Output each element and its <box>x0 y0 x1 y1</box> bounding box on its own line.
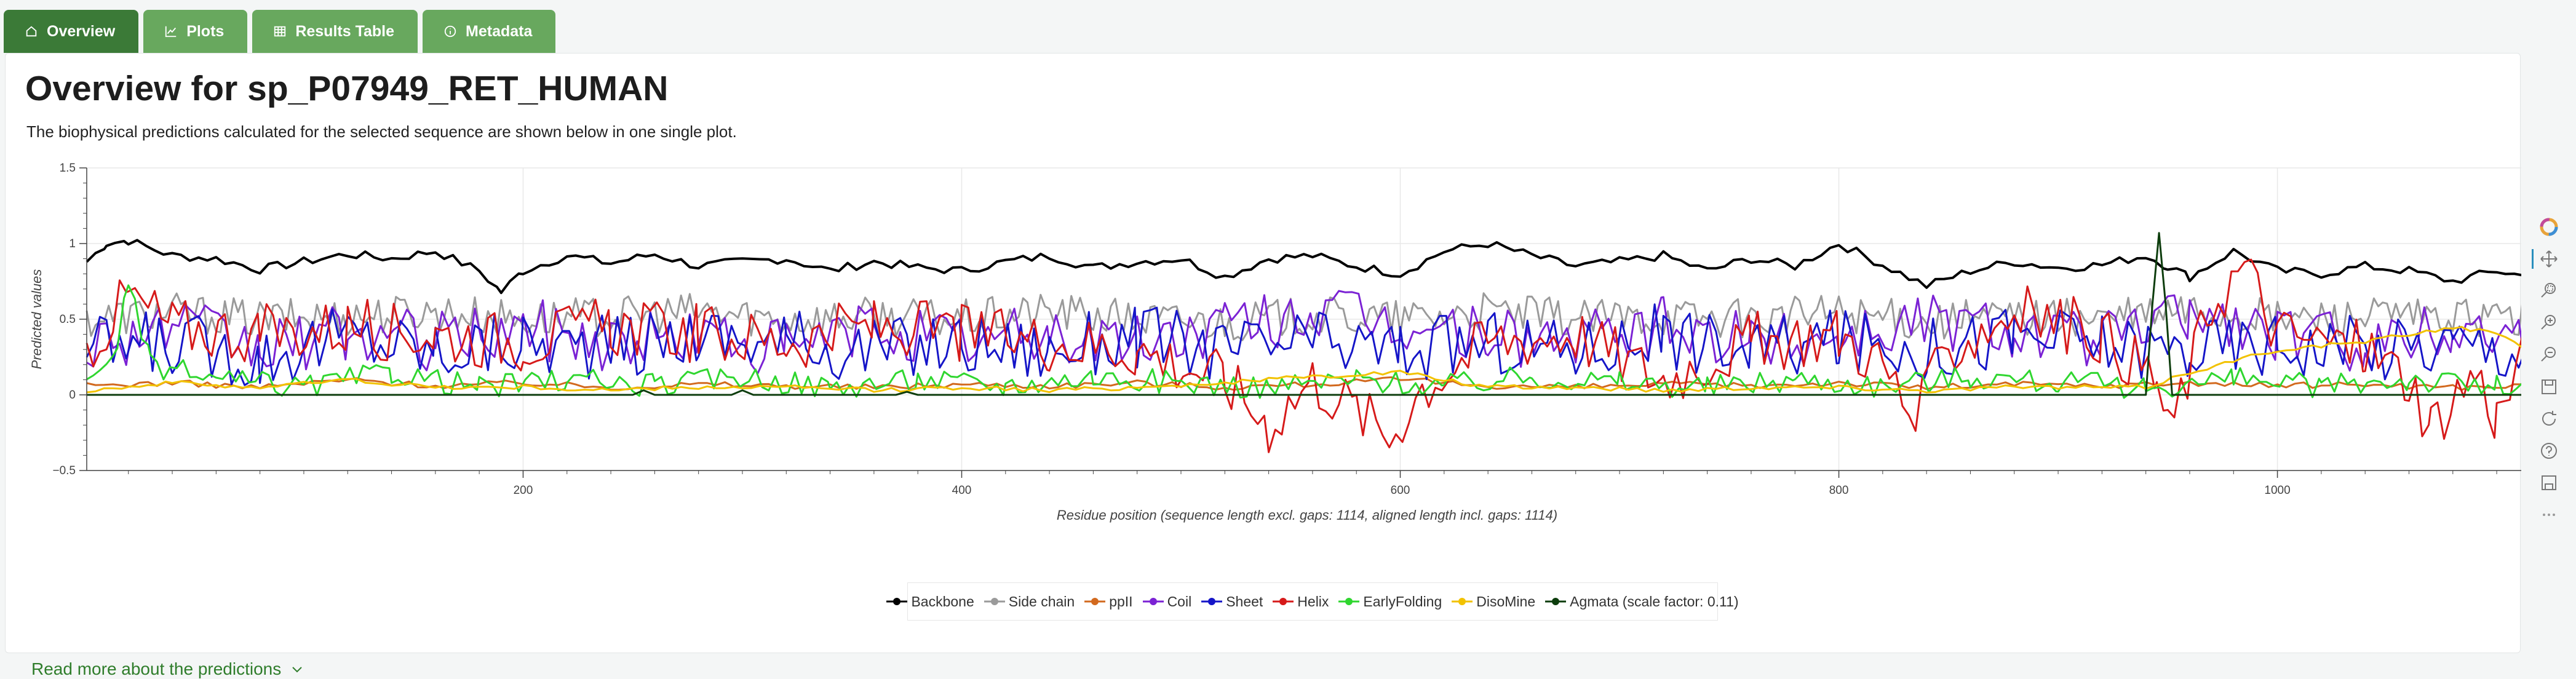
legend-item[interactable]: Sheet <box>1201 594 1263 610</box>
legend-item[interactable]: Helix <box>1273 594 1329 610</box>
legend-line-marker-icon <box>1273 598 1294 605</box>
y-tick-label: 0.5 <box>60 313 76 326</box>
x-tick-label: 800 <box>1829 484 1849 497</box>
legend-item[interactable]: Coil <box>1142 593 1192 610</box>
overview-card: Overview for sp_P07949_RET_HUMAN The bio… <box>5 53 2558 678</box>
legend-line-marker-icon <box>1338 598 1360 605</box>
more-icon[interactable] <box>2537 502 2561 527</box>
legend-label: EarlyFolding <box>1363 593 1442 610</box>
plot-axes: 200 400 600 800 1000 −0.5 0 0.5 1 1.5 Residue posi… <box>29 162 2521 523</box>
legend-label: Agmata (scale factor: 0.11) <box>1570 593 1739 610</box>
legend-item[interactable]: DisoMine <box>1452 594 1535 610</box>
x-axis-label: Residue position (sequence length excl. … <box>1057 507 1557 523</box>
tab-overview-label: Overview <box>47 22 116 40</box>
read-more-link[interactable]: Read more about the predictions <box>31 659 304 679</box>
legend-label: Coil <box>1167 593 1192 610</box>
legend-line-marker-icon <box>1545 598 1567 605</box>
legend-line-marker-icon <box>1142 598 1164 605</box>
pan-icon[interactable] <box>2532 247 2561 271</box>
help-icon[interactable] <box>2537 439 2561 463</box>
wheel-zoom-icon[interactable] <box>2537 311 2561 335</box>
legend-label: ppII <box>1109 593 1133 610</box>
y-axis-label: Predicted values <box>29 269 44 370</box>
home-icon <box>26 26 37 37</box>
series-disomine <box>86 326 2521 394</box>
read-more-label: Read more about the predictions <box>31 659 282 678</box>
tab-bar: Overview Plots Results Table Metadata <box>4 10 556 53</box>
page-subtitle: The biophysical predictions calculated f… <box>26 122 737 141</box>
table-icon <box>274 26 286 37</box>
legend-label: Backbone <box>911 593 974 610</box>
y-tick-label: 0 <box>69 389 76 402</box>
legend-line-marker-icon <box>1084 598 1106 605</box>
legend-line-marker-icon <box>1201 598 1223 605</box>
x-tick-label: 600 <box>1391 484 1410 497</box>
legend-item[interactable]: EarlyFolding <box>1338 594 1442 610</box>
page-title: Overview for sp_P07949_RET_HUMAN <box>25 69 669 108</box>
reset-icon[interactable] <box>2537 407 2561 431</box>
legend-line-marker-icon <box>886 598 908 605</box>
x-tick-label: 200 <box>514 484 533 497</box>
plot-toolbar <box>2532 215 2564 534</box>
y-tick-label: 1 <box>69 237 76 250</box>
info-circle-icon <box>444 25 456 38</box>
series-agmata-scale-factor-0-11 <box>87 232 2521 396</box>
zoom-out-icon[interactable] <box>2537 343 2561 367</box>
tab-metadata-label: Metadata <box>466 22 533 40</box>
legend-item[interactable]: Agmata (scale factor: 0.11) <box>1545 593 1739 610</box>
tab-plots-label: Plots <box>186 22 225 40</box>
legend-item[interactable]: ppII <box>1084 593 1133 610</box>
y-tick-label: 1.5 <box>60 162 76 175</box>
legend-label: Sheet <box>1226 593 1263 610</box>
x-tick-label: 400 <box>952 484 972 497</box>
bokeh-logo-icon[interactable] <box>2537 215 2561 239</box>
legend-line-marker-icon <box>1452 598 1473 605</box>
tab-metadata[interactable]: Metadata <box>423 10 556 53</box>
tab-results-table-label: Results Table <box>295 22 395 40</box>
legend-label: DisoMine <box>1476 593 1536 610</box>
tab-results-table[interactable]: Results Table <box>252 10 418 53</box>
save-alt-icon[interactable] <box>2537 471 2561 495</box>
plot-legend[interactable]: Backbone Side chain ppII Coil Sheet Helix Earl… <box>886 582 1739 621</box>
save-icon[interactable] <box>2537 375 2561 399</box>
tab-overview[interactable]: Overview <box>4 10 139 53</box>
series-helix <box>85 258 2521 453</box>
tab-plots[interactable]: Plots <box>143 10 248 53</box>
series-backbone <box>85 239 2521 295</box>
legend-item[interactable]: Side chain <box>984 594 1075 610</box>
legend-line-marker-icon <box>984 598 1005 605</box>
y-tick-label: −0.5 <box>52 464 76 477</box>
box-zoom-icon[interactable] <box>2537 279 2561 303</box>
overview-plot[interactable]: 200 400 600 800 1000 −0.5 0 0.5 1 1.5 Residue posi… <box>6 54 2521 654</box>
legend-label: Side chain <box>1008 593 1075 610</box>
series-coil <box>86 290 2521 375</box>
plot-series <box>85 232 2521 453</box>
line-chart-icon <box>165 26 177 38</box>
x-tick-label: 1000 <box>2264 484 2290 497</box>
chevron-down-icon <box>292 667 302 673</box>
series-earlyfolding <box>86 284 2521 399</box>
legend-item[interactable]: Backbone <box>886 594 974 610</box>
legend-label: Helix <box>1297 593 1329 610</box>
